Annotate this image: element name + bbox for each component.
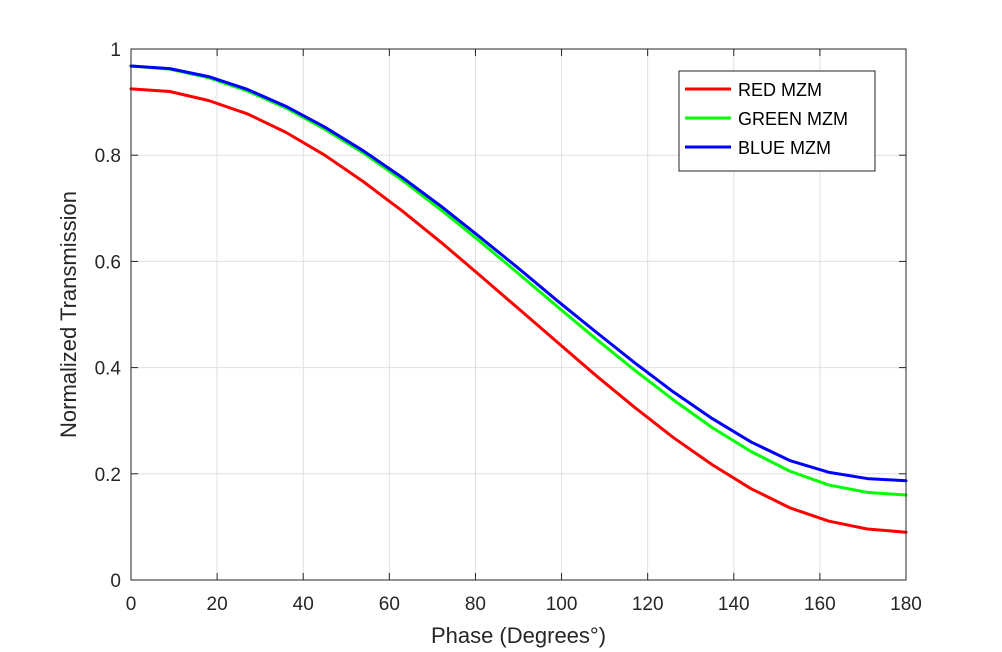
x-tick-label: 0 [126,594,137,615]
y-tick-label: 0.2 [95,465,121,486]
series-line-blue-mzm [129,64,908,483]
x-tick-label: 100 [546,594,578,615]
x-tick-label: 140 [718,594,750,615]
x-axis-title: Phase (Degrees°) [431,623,606,648]
y-axis-title: Normalized Transmission [56,191,81,438]
legend-label: BLUE MZM [738,138,831,158]
y-tick-label: 0.4 [95,359,122,380]
legend: RED MZM GREEN MZM BLUE MZM [678,70,876,172]
x-tick-label: 80 [465,594,486,615]
x-tick-label: 120 [632,594,664,615]
series-layer [129,64,908,534]
series-line-red-mzm [129,87,908,534]
plot-box [130,48,907,581]
x-tick-label: 180 [890,594,922,615]
y-tick-label: 0 [110,571,121,592]
y-tick-label: 0.6 [95,252,121,273]
legend-label: GREEN MZM [738,109,848,129]
x-tick-label: 40 [293,594,314,615]
y-tick-label: 1 [110,40,121,61]
x-tick-label: 20 [207,594,228,615]
axis-ticks: 0 20 40 60 80 100 120 140 160 180 0 0.2 0.4 0.6 0.8 1 [95,40,922,615]
x-tick-label: 160 [804,594,836,615]
x-tick-label: 60 [379,594,400,615]
legend-label: RED MZM [738,80,822,100]
y-tick-label: 0.8 [95,146,121,167]
